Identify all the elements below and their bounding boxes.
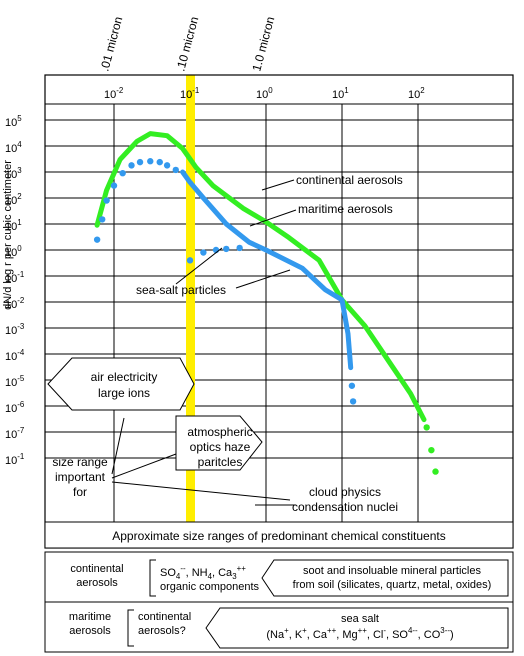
- series-1-dot-6: [136, 158, 144, 166]
- top-marker-label-1: .10 micron: [173, 15, 201, 73]
- series-1-dot-16: [348, 382, 356, 389]
- leader-maritime: [249, 209, 297, 227]
- series-1-dot-10: [172, 166, 179, 174]
- series-0-dot-0: [423, 424, 430, 431]
- continental-large-box: [261, 559, 509, 597]
- highlight-band-0.1-micron: [186, 75, 195, 548]
- series-1-dot-9: [163, 162, 171, 169]
- y-tick-label-9: 10-4: [5, 348, 25, 363]
- series-0-line: [94, 131, 427, 423]
- label-important: important: [55, 470, 106, 484]
- x-tick-label-0: 10-2: [104, 86, 123, 101]
- chart-axes: 10-2 10-1 100 101 102 105 104 103 102 101 100 10-1 1…: [2, 15, 514, 549]
- maritime-label-2: aerosols: [69, 625, 111, 637]
- series-0-dot-2: [432, 468, 439, 475]
- label-size-range: size range: [52, 455, 108, 469]
- series-1-dot-3: [110, 182, 118, 189]
- leader-continental: [261, 179, 295, 191]
- leader-seasalt-2: [235, 269, 291, 289]
- label-large-ions: large ions: [98, 386, 150, 400]
- y-tick-label-8: 10-3: [5, 322, 25, 337]
- series-1-line: [180, 169, 354, 371]
- series-1-dot-17: [349, 398, 357, 405]
- chart-series: [93, 131, 439, 475]
- continental-bracket: [149, 559, 156, 597]
- chart-grid: [45, 103, 513, 548]
- x-tick-label-3: 101: [332, 86, 349, 101]
- label-atmospheric: atmospheric: [187, 425, 252, 439]
- x-tick-label-2: 100: [256, 86, 273, 101]
- maritime-small-2: aerosols?: [138, 625, 186, 637]
- leader-importance-2: [111, 453, 177, 479]
- top-marker-label-0: .01 micron: [97, 15, 125, 73]
- continental-label-1: continental: [70, 563, 123, 575]
- constituents-heading: Approximate size ranges of predominant c…: [112, 529, 446, 543]
- x-tick-label-4: 102: [408, 86, 425, 101]
- top-marker-label-2: 1.0 micron: [249, 15, 277, 73]
- x-tick-label-1: 10-1: [180, 86, 200, 101]
- series-1-dot-7: [147, 158, 154, 165]
- maritime-large-box: [205, 607, 509, 649]
- series-1-dot-12: [200, 249, 207, 256]
- label-air-electricity: air electricity: [91, 370, 158, 384]
- label-paritcles: paritcles: [198, 455, 243, 469]
- label-continental-aerosols: continental aerosols: [296, 173, 403, 187]
- maritime-small-1: continental: [138, 611, 191, 623]
- series-1-dot-1: [99, 216, 106, 223]
- air-electricity-box: [47, 357, 195, 411]
- constituents-heading-box: [44, 521, 514, 549]
- series-0-dot-1: [428, 446, 435, 454]
- y-tick-label-5: 100: [5, 244, 22, 259]
- continental-small-2: organic components: [160, 581, 260, 593]
- series-1-dot-14: [223, 245, 230, 253]
- label-cloud-physics: cloud physics: [309, 485, 381, 499]
- y-tick-label-6: 10-1: [5, 270, 25, 285]
- continental-label-2: aerosols: [76, 577, 118, 589]
- y-tick-label-3: 102: [5, 192, 22, 207]
- label-sea-salt-particles: sea-salt particles: [136, 283, 226, 297]
- label-condensation-nuclei: condensation nuclei: [292, 500, 398, 514]
- maritime-large-1: sea salt: [341, 613, 379, 625]
- continental-large-2: from soil (silicates, quartz, metal, oxi…: [293, 579, 492, 591]
- chart-annotations: continental aerosols maritime aerosols sea…: [47, 173, 403, 514]
- series-1-dot-0: [93, 236, 101, 243]
- series-1-dot-5: [128, 162, 135, 169]
- leader-seasalt-1: [175, 247, 223, 285]
- maritime-large-2: (Na+, K+, Ca++, Mg++, Cl-, SO4--, CO3--): [266, 626, 453, 641]
- y-tick-label-13: 10-1: [5, 452, 25, 467]
- maritime-label-1: maritime: [69, 611, 111, 623]
- y-axis-label: dN/d log r per cubic centimeter: [2, 160, 14, 310]
- y-tick-label-12: 10-7: [5, 426, 24, 441]
- y-tick-label-4: 101: [5, 218, 22, 233]
- y-tick-label-0: 105: [5, 114, 22, 129]
- maritime-bracket: [127, 609, 134, 647]
- constituents-table: Approximate size ranges of predominant c…: [44, 521, 514, 653]
- series-1-dot-11: [186, 257, 194, 264]
- y-tick-label-11: 10-6: [5, 400, 25, 415]
- series-1-dot-15: [236, 244, 243, 252]
- y-tick-label-10: 10-5: [5, 374, 25, 389]
- leader-importance-1: [111, 417, 125, 475]
- label-maritime-aerosols: maritime aerosols: [298, 202, 393, 216]
- y-tick-label-2: 103: [5, 166, 22, 181]
- y-tick-label-7: 10-2: [5, 296, 24, 311]
- continental-large-1: soot and insoluable mineral particles: [303, 565, 481, 577]
- label-optics-haze: optics haze: [190, 440, 251, 454]
- series-1-dot-2: [103, 197, 110, 204]
- optics-box: [175, 415, 263, 471]
- continental-small-1: SO4--, NH4, Ca3++: [160, 564, 246, 581]
- leader-importance-3: [111, 481, 291, 501]
- label-for: for: [73, 485, 87, 499]
- y-tick-label-1: 104: [5, 140, 22, 155]
- series-1-dot-4: [119, 169, 126, 177]
- series-1-dot-8: [156, 158, 163, 166]
